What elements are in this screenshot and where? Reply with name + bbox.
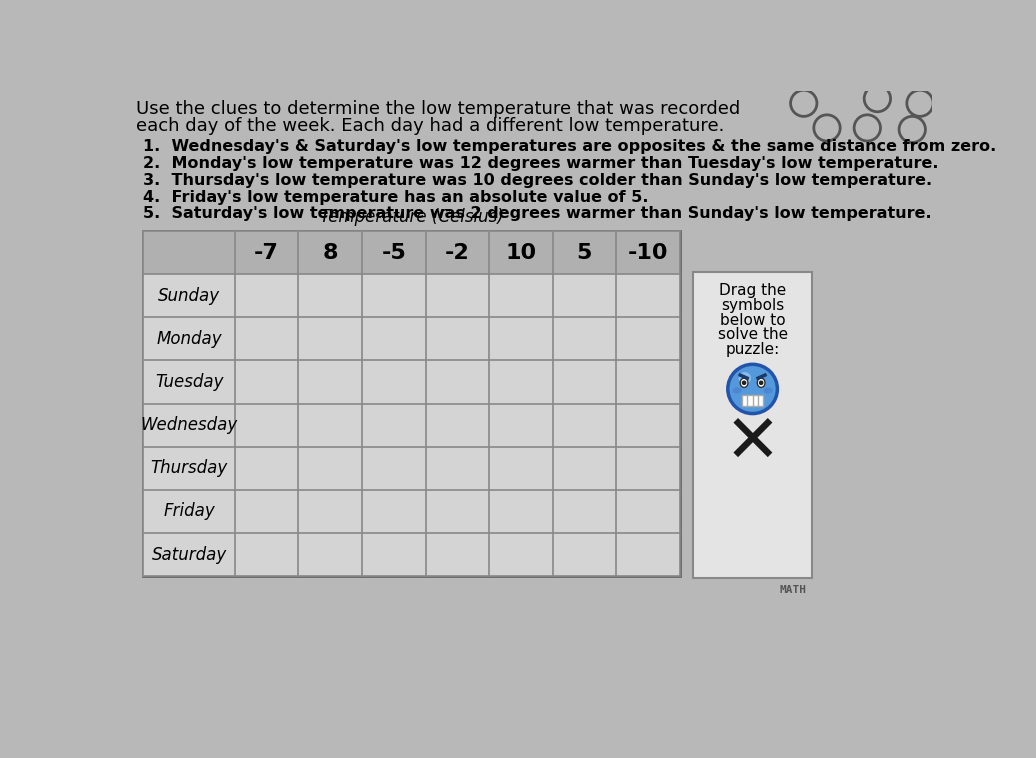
Text: -10: -10 [628, 243, 668, 263]
FancyBboxPatch shape [298, 361, 362, 403]
Text: 1.  Wednesday's & Saturday's low temperatures are opposites & the same distance : 1. Wednesday's & Saturday's low temperat… [143, 139, 997, 154]
Text: below to: below to [720, 313, 785, 327]
FancyBboxPatch shape [552, 361, 616, 403]
FancyBboxPatch shape [235, 318, 298, 361]
FancyBboxPatch shape [489, 533, 552, 576]
Ellipse shape [764, 387, 773, 393]
FancyBboxPatch shape [235, 361, 298, 403]
Ellipse shape [757, 378, 765, 387]
FancyBboxPatch shape [426, 361, 489, 403]
FancyBboxPatch shape [489, 446, 552, 490]
Text: Wednesday: Wednesday [141, 416, 238, 434]
Text: Monday: Monday [156, 330, 222, 348]
Text: Tuesday: Tuesday [155, 373, 224, 391]
FancyBboxPatch shape [362, 361, 426, 403]
FancyBboxPatch shape [489, 361, 552, 403]
Circle shape [758, 381, 764, 385]
Text: 5: 5 [577, 243, 593, 263]
FancyBboxPatch shape [742, 395, 764, 406]
FancyBboxPatch shape [552, 490, 616, 533]
Text: solve the: solve the [718, 327, 787, 343]
Text: each day of the week. Each day had a different low temperature.: each day of the week. Each day had a dif… [136, 117, 724, 135]
Text: 2.  Monday's low temperature was 12 degrees warmer than Tuesday's low temperatur: 2. Monday's low temperature was 12 degre… [143, 155, 939, 171]
Text: -2: -2 [444, 243, 469, 263]
FancyBboxPatch shape [616, 403, 680, 446]
FancyBboxPatch shape [143, 231, 680, 274]
Text: 10: 10 [506, 243, 537, 263]
FancyBboxPatch shape [616, 318, 680, 361]
FancyBboxPatch shape [616, 446, 680, 490]
FancyBboxPatch shape [426, 318, 489, 361]
FancyBboxPatch shape [362, 533, 426, 576]
FancyBboxPatch shape [298, 318, 362, 361]
FancyBboxPatch shape [235, 446, 298, 490]
FancyBboxPatch shape [552, 533, 616, 576]
FancyBboxPatch shape [298, 533, 362, 576]
Ellipse shape [732, 387, 742, 393]
FancyBboxPatch shape [426, 403, 489, 446]
FancyBboxPatch shape [298, 274, 362, 318]
FancyBboxPatch shape [143, 318, 235, 361]
Text: -7: -7 [254, 243, 279, 263]
FancyBboxPatch shape [235, 403, 298, 446]
Text: Temperature (Celsius): Temperature (Celsius) [320, 208, 503, 227]
Circle shape [742, 381, 746, 385]
Text: 4.  Friday's low temperature has an absolute value of 5.: 4. Friday's low temperature has an absol… [143, 190, 649, 205]
FancyBboxPatch shape [362, 490, 426, 533]
Text: -5: -5 [381, 243, 406, 263]
FancyBboxPatch shape [426, 533, 489, 576]
FancyBboxPatch shape [693, 272, 812, 578]
FancyBboxPatch shape [489, 318, 552, 361]
FancyBboxPatch shape [489, 403, 552, 446]
Text: Use the clues to determine the low temperature that was recorded: Use the clues to determine the low tempe… [136, 100, 740, 118]
Circle shape [728, 365, 777, 414]
Text: puzzle:: puzzle: [725, 342, 780, 357]
FancyBboxPatch shape [489, 490, 552, 533]
FancyBboxPatch shape [362, 318, 426, 361]
FancyBboxPatch shape [426, 446, 489, 490]
Text: ✕: ✕ [724, 410, 780, 476]
Text: Saturday: Saturday [151, 546, 227, 563]
FancyBboxPatch shape [143, 231, 680, 576]
Text: symbols: symbols [721, 298, 784, 313]
FancyBboxPatch shape [143, 446, 235, 490]
Ellipse shape [740, 378, 748, 387]
FancyBboxPatch shape [143, 274, 235, 318]
FancyBboxPatch shape [616, 361, 680, 403]
FancyBboxPatch shape [143, 533, 235, 576]
FancyBboxPatch shape [552, 403, 616, 446]
FancyBboxPatch shape [362, 403, 426, 446]
FancyBboxPatch shape [298, 446, 362, 490]
FancyBboxPatch shape [552, 446, 616, 490]
Text: MATH: MATH [779, 585, 806, 595]
FancyBboxPatch shape [616, 274, 680, 318]
FancyBboxPatch shape [552, 318, 616, 361]
FancyBboxPatch shape [362, 274, 426, 318]
FancyBboxPatch shape [143, 403, 235, 446]
FancyBboxPatch shape [298, 403, 362, 446]
Text: Sunday: Sunday [159, 287, 221, 305]
Text: Friday: Friday [164, 503, 215, 521]
FancyBboxPatch shape [235, 274, 298, 318]
Text: Drag the: Drag the [719, 283, 786, 299]
Circle shape [739, 372, 751, 384]
FancyBboxPatch shape [235, 490, 298, 533]
Text: 8: 8 [322, 243, 338, 263]
FancyBboxPatch shape [489, 274, 552, 318]
FancyBboxPatch shape [426, 274, 489, 318]
FancyBboxPatch shape [362, 446, 426, 490]
Text: 5.  Saturday's low temperature was 2 degrees warmer than Sunday's low temperatur: 5. Saturday's low temperature was 2 degr… [143, 206, 932, 221]
FancyBboxPatch shape [552, 274, 616, 318]
FancyBboxPatch shape [235, 533, 298, 576]
FancyBboxPatch shape [616, 490, 680, 533]
Text: Thursday: Thursday [150, 459, 228, 478]
Text: 3.  Thursday's low temperature was 10 degrees colder than Sunday's low temperatu: 3. Thursday's low temperature was 10 deg… [143, 173, 932, 187]
FancyBboxPatch shape [616, 533, 680, 576]
FancyBboxPatch shape [143, 490, 235, 533]
FancyBboxPatch shape [426, 490, 489, 533]
FancyBboxPatch shape [298, 490, 362, 533]
FancyBboxPatch shape [143, 361, 235, 403]
